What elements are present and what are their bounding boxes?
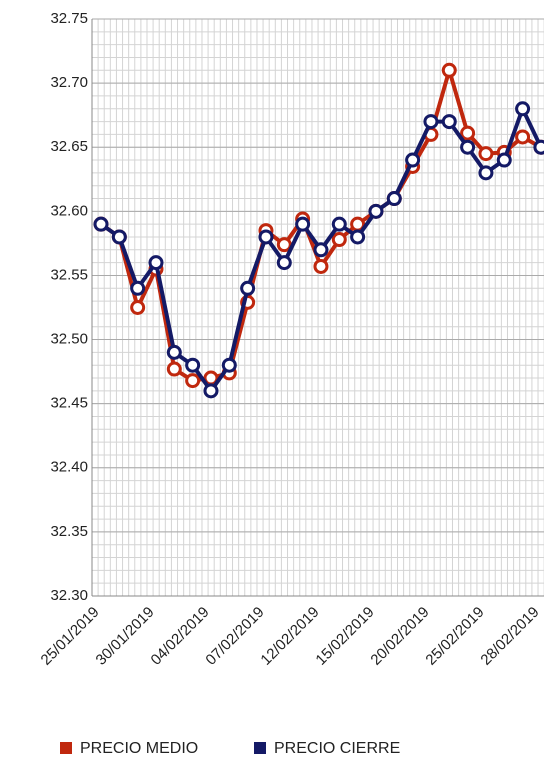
point bbox=[515, 101, 531, 117]
x-tick-label: 20/02/2019 bbox=[367, 604, 432, 669]
point bbox=[111, 229, 127, 245]
point bbox=[93, 216, 109, 232]
point bbox=[221, 357, 237, 373]
x-tick-label: 15/02/2019 bbox=[312, 604, 377, 669]
point bbox=[368, 203, 384, 219]
x-tick-label: 07/02/2019 bbox=[202, 604, 267, 669]
point bbox=[441, 114, 457, 130]
legend-label: PRECIO CIERRE bbox=[274, 740, 400, 757]
x-tick-label: 30/01/2019 bbox=[93, 604, 158, 669]
point bbox=[331, 216, 347, 232]
point bbox=[166, 361, 182, 377]
point bbox=[276, 255, 292, 271]
point bbox=[185, 357, 201, 373]
point bbox=[386, 191, 402, 207]
y-tick-label: 32.55 bbox=[50, 266, 88, 283]
x-tick-label: 12/02/2019 bbox=[257, 604, 322, 669]
legend-swatch bbox=[60, 742, 72, 754]
x-tick-label: 25/02/2019 bbox=[422, 604, 487, 669]
point bbox=[515, 129, 531, 145]
point bbox=[533, 139, 544, 155]
y-tick-label: 32.30 bbox=[50, 587, 88, 604]
point bbox=[478, 146, 494, 162]
point bbox=[130, 300, 146, 315]
point bbox=[276, 237, 292, 253]
x-tick-label: 25/01/2019 bbox=[38, 604, 103, 669]
point bbox=[240, 280, 256, 296]
point bbox=[460, 125, 476, 141]
point bbox=[350, 229, 366, 245]
point bbox=[130, 280, 146, 296]
point bbox=[478, 165, 494, 181]
y-tick-label: 32.60 bbox=[50, 202, 88, 219]
y-tick-label: 32.45 bbox=[50, 395, 88, 412]
legend-label: PRECIO MEDIO bbox=[80, 740, 198, 757]
y-tick-label: 32.50 bbox=[50, 331, 88, 348]
x-tick-label: 28/02/2019 bbox=[477, 604, 542, 669]
y-tick-label: 32.40 bbox=[50, 459, 88, 476]
point bbox=[166, 344, 182, 360]
point bbox=[313, 242, 329, 258]
point bbox=[460, 139, 476, 155]
point bbox=[331, 232, 347, 248]
point bbox=[203, 383, 219, 399]
point bbox=[148, 255, 164, 271]
point bbox=[258, 229, 274, 245]
x-tick-label: 04/02/2019 bbox=[148, 604, 213, 669]
y-tick-label: 32.70 bbox=[50, 74, 88, 91]
point bbox=[405, 152, 421, 168]
series-line bbox=[99, 68, 542, 383]
y-tick-label: 32.65 bbox=[50, 138, 88, 155]
legend-swatch bbox=[254, 742, 266, 754]
point bbox=[185, 373, 201, 389]
point bbox=[496, 152, 512, 168]
point bbox=[423, 114, 439, 130]
y-tick-label: 32.35 bbox=[50, 523, 88, 540]
y-tick-label: 32.75 bbox=[50, 10, 88, 27]
point bbox=[295, 216, 311, 232]
point bbox=[441, 62, 457, 78]
point bbox=[313, 258, 329, 274]
